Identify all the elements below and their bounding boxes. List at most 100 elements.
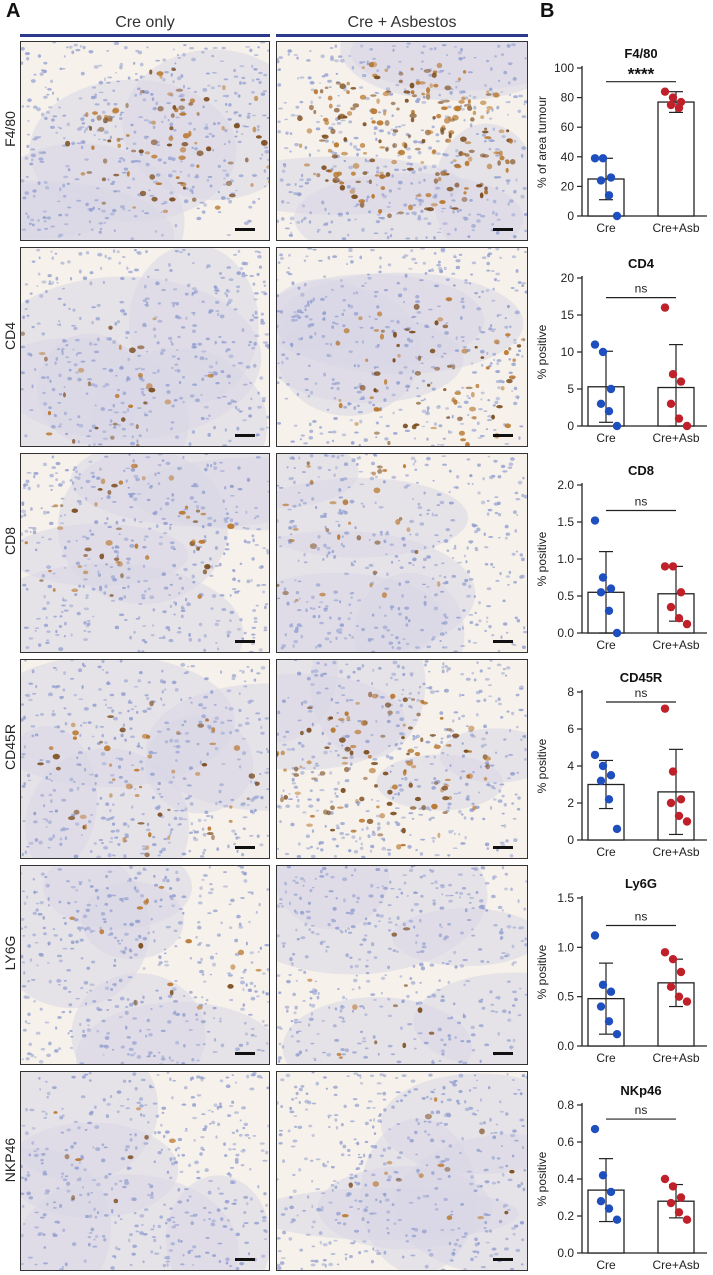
data-point (591, 931, 599, 939)
data-point (607, 584, 615, 592)
data-point (605, 1204, 613, 1212)
x-tick-label: Cre (596, 638, 616, 652)
data-point (597, 176, 605, 184)
y-tick-label: 0.6 (557, 1135, 574, 1149)
x-tick-label: Cre+Asb (652, 221, 699, 235)
y-tick-label: 0.0 (557, 626, 574, 640)
data-point (605, 607, 613, 615)
y-tick-label: 0.2 (557, 1209, 574, 1223)
scale-bar (235, 1052, 255, 1055)
y-tick-label: 0.0 (557, 1039, 574, 1053)
data-point (613, 629, 621, 637)
scale-bar (493, 228, 513, 231)
scale-bar (493, 1258, 513, 1261)
micrograph-nkp46-asb (276, 1071, 528, 1271)
row-label-f480: F4/80 (0, 59, 20, 199)
data-point (599, 573, 607, 581)
y-tick-label: 5 (567, 382, 574, 396)
data-point (607, 988, 615, 996)
tissue-image (21, 866, 269, 1064)
data-point (683, 620, 691, 628)
data-point (599, 154, 607, 162)
x-tick-label: Cre+Asb (652, 845, 699, 859)
y-tick-label: 1.5 (557, 515, 574, 529)
tissue-image (21, 42, 269, 240)
y-tick-label: 4 (567, 759, 574, 773)
micrograph-cd4-cre (20, 247, 270, 447)
data-point (677, 795, 685, 803)
micrograph-cd4-asb (276, 247, 528, 447)
y-tick-label: 8 (567, 685, 574, 699)
tissue-image (277, 660, 527, 858)
column-header-cre-asbestos: Cre + Asbestos (276, 14, 528, 32)
y-tick-label: 2.0 (557, 478, 574, 492)
y-tick-label: 2 (567, 796, 574, 810)
data-point (677, 968, 685, 976)
data-point (599, 762, 607, 770)
scale-bar (493, 434, 513, 437)
data-point (667, 799, 675, 807)
chart-title: Ly6G (625, 876, 657, 891)
data-point (591, 154, 599, 162)
row-label-cd4: CD4 (0, 266, 20, 406)
data-point (677, 588, 685, 596)
data-point (683, 817, 691, 825)
row-label-cd8: CD8 (0, 471, 20, 611)
tissue-image (21, 248, 269, 446)
micrograph-cd8-asb (276, 453, 528, 653)
chart-title: F4/80 (624, 46, 657, 61)
data-point (605, 407, 613, 415)
tissue-image (277, 454, 527, 652)
data-point (667, 1199, 675, 1207)
scale-bar (235, 228, 255, 231)
chart-title: CD45R (620, 670, 663, 685)
y-tick-label: 6 (567, 722, 574, 736)
data-point (597, 588, 605, 596)
chart-title: NKp46 (620, 1083, 661, 1098)
data-point (669, 93, 677, 101)
significance-label: ns (635, 909, 648, 923)
scale-bar (235, 1258, 255, 1261)
data-point (661, 87, 669, 95)
y-tick-label: 15 (561, 308, 575, 322)
data-point (667, 983, 675, 991)
bar-creasb (658, 102, 694, 216)
data-point (675, 414, 683, 422)
significance-label: **** (628, 65, 655, 84)
data-point (591, 516, 599, 524)
data-point (607, 1188, 615, 1196)
column-rule-cre-only (20, 34, 270, 37)
y-tick-label: 80 (561, 91, 575, 105)
x-tick-label: Cre (596, 1258, 616, 1272)
tissue-image (21, 454, 269, 652)
data-point (675, 992, 683, 1000)
data-point (607, 173, 615, 181)
y-tick-label: 0 (567, 833, 574, 847)
significance-label: ns (635, 495, 648, 509)
significance-label: ns (635, 282, 648, 296)
data-point (599, 1171, 607, 1179)
data-point (677, 1193, 685, 1201)
panel-label-b: B (540, 0, 554, 23)
data-point (667, 603, 675, 611)
data-point (675, 812, 683, 820)
y-tick-label: 1.0 (557, 940, 574, 954)
x-tick-label: Cre (596, 221, 616, 235)
micrograph-ly6g-cre (20, 865, 270, 1065)
x-tick-label: Cre+Asb (652, 1258, 699, 1272)
y-tick-label: 40 (561, 150, 575, 164)
data-point (661, 562, 669, 570)
y-tick-label: 0.5 (557, 990, 574, 1004)
data-point (675, 104, 683, 112)
y-tick-label: 0.0 (557, 1246, 574, 1260)
scale-bar (235, 640, 255, 643)
data-point (597, 400, 605, 408)
scale-bar (235, 434, 255, 437)
x-tick-label: Cre (596, 1051, 616, 1065)
micrograph-cd45r-cre (20, 659, 270, 859)
y-tick-label: 20 (561, 179, 575, 193)
